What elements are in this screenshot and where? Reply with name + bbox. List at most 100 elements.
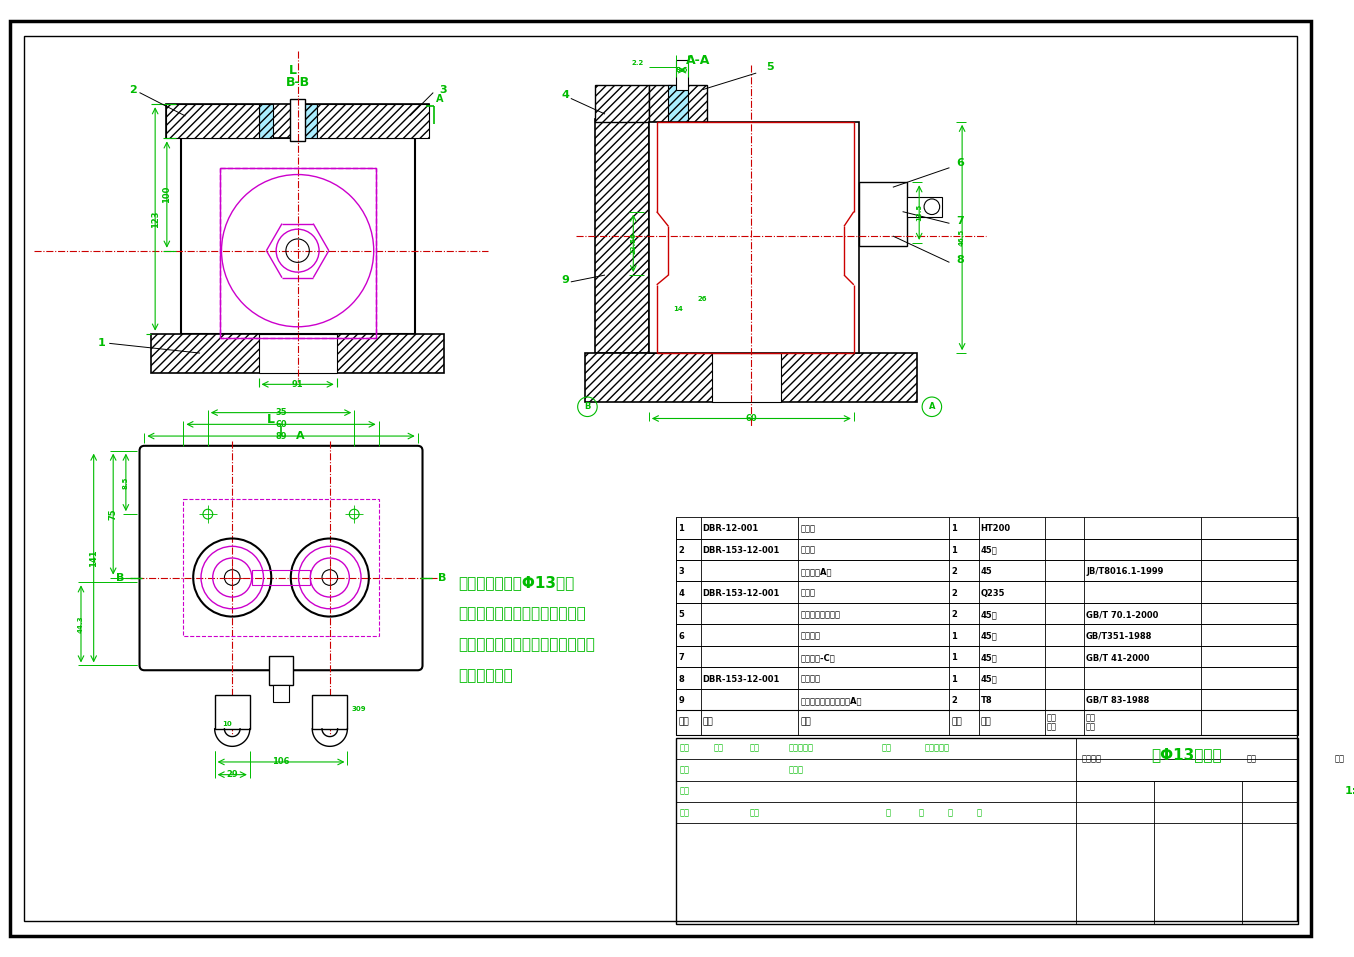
Text: 141: 141 — [89, 549, 99, 567]
Bar — [676, 667, 1297, 689]
Text: 开口坠圈: 开口坠圈 — [800, 632, 821, 640]
Text: L: L — [267, 413, 275, 426]
Text: 45钓: 45钓 — [980, 675, 998, 683]
Text: 7: 7 — [678, 653, 684, 662]
Text: B: B — [116, 572, 125, 583]
Bar — [167, 104, 259, 139]
Text: 7: 7 — [956, 216, 964, 227]
Text: 106: 106 — [272, 757, 290, 767]
Bar — [676, 624, 1297, 646]
Text: 签名: 签名 — [881, 744, 891, 753]
Text: 利用螺母夹紧: 利用螺母夹紧 — [459, 669, 513, 683]
Text: 固定钓: 固定钓 — [800, 589, 815, 598]
Text: GB/T 70.1-2000: GB/T 70.1-2000 — [1086, 611, 1159, 619]
Bar — [152, 334, 444, 372]
Text: 75: 75 — [108, 508, 118, 520]
Bar — [167, 104, 429, 139]
Bar — [274, 685, 288, 702]
Text: A: A — [929, 402, 936, 412]
Text: 标记: 标记 — [680, 744, 689, 753]
Text: DBR-153-12-001: DBR-153-12-001 — [703, 545, 780, 555]
Text: 1:1: 1:1 — [1345, 787, 1354, 796]
Text: Q235: Q235 — [980, 589, 1005, 598]
Text: 8.6: 8.6 — [676, 67, 688, 73]
Text: 开槽带球面圆柱头螺钉A型: 开槽带球面圆柱头螺钉A型 — [800, 696, 861, 705]
Bar — [676, 517, 1297, 539]
Text: 张: 张 — [976, 809, 982, 817]
Text: 9: 9 — [678, 696, 684, 705]
Bar — [219, 167, 375, 339]
Text: 夹具体: 夹具体 — [800, 524, 815, 533]
Text: 45钓: 45钓 — [980, 632, 998, 640]
Text: 1: 1 — [952, 524, 957, 533]
Text: 9: 9 — [561, 275, 569, 285]
Text: 处理: 处理 — [714, 744, 723, 753]
Text: 1: 1 — [952, 545, 957, 555]
Bar — [676, 603, 1297, 624]
Text: 6: 6 — [678, 632, 684, 640]
Bar — [649, 85, 707, 122]
Text: 第: 第 — [948, 809, 952, 817]
Bar — [676, 689, 1297, 710]
Text: 46.5: 46.5 — [959, 229, 965, 246]
Text: 年、月、日: 年、月、日 — [925, 744, 951, 753]
Text: 44.3: 44.3 — [79, 615, 84, 633]
Text: 2: 2 — [952, 589, 957, 598]
Bar — [676, 60, 688, 90]
Text: 1: 1 — [97, 339, 106, 348]
Text: 张: 张 — [918, 809, 923, 817]
Text: GB/T351-1988: GB/T351-1988 — [1086, 632, 1152, 640]
Text: 4: 4 — [561, 90, 569, 100]
Bar — [302, 104, 317, 139]
Text: 本夹具用于加工Φ13孔。: 本夹具用于加工Φ13孔。 — [459, 575, 575, 590]
Text: 1: 1 — [952, 675, 957, 683]
Bar — [252, 569, 310, 586]
Text: L: L — [288, 63, 297, 77]
Text: 刚性心轴: 刚性心轴 — [800, 675, 821, 683]
Text: GB/T 83-1988: GB/T 83-1988 — [1086, 696, 1150, 705]
Bar — [712, 353, 781, 402]
Text: 单件: 单件 — [1047, 714, 1057, 723]
Text: 更改文件号: 更改文件号 — [788, 744, 814, 753]
FancyBboxPatch shape — [139, 446, 422, 670]
Text: 名称: 名称 — [800, 718, 811, 726]
Bar — [290, 100, 306, 142]
Text: 6: 6 — [956, 158, 964, 167]
Text: 29: 29 — [226, 770, 238, 779]
Text: 标准化: 标准化 — [788, 766, 803, 774]
Bar — [317, 104, 429, 139]
Text: 309: 309 — [351, 706, 366, 712]
Text: 图样标记: 图样标记 — [1080, 754, 1101, 764]
Text: 22.56: 22.56 — [630, 233, 636, 255]
Text: B: B — [437, 572, 447, 583]
Text: 45钓: 45钓 — [980, 611, 998, 619]
Text: 1: 1 — [952, 653, 957, 662]
Bar — [907, 197, 941, 216]
Text: 重量: 重量 — [1247, 754, 1257, 764]
Bar — [676, 582, 1297, 603]
Text: 2.2: 2.2 — [632, 60, 645, 66]
Text: HT200: HT200 — [980, 524, 1011, 533]
Bar — [259, 104, 274, 139]
Text: 45钓: 45钓 — [980, 545, 998, 555]
Text: 2: 2 — [952, 568, 957, 576]
Text: 45: 45 — [980, 568, 992, 576]
Bar — [649, 122, 858, 353]
Text: 1: 1 — [678, 524, 684, 533]
Bar — [183, 500, 379, 636]
Text: 工件以两面和销实现六面定位，: 工件以两面和销实现六面定位， — [459, 606, 586, 621]
Text: 代号: 代号 — [703, 718, 714, 726]
Text: 10: 10 — [222, 721, 233, 727]
Text: 分区: 分区 — [749, 744, 760, 753]
Bar — [180, 139, 414, 334]
Text: 1: 1 — [952, 632, 957, 640]
Text: 设计: 设计 — [680, 766, 689, 774]
Text: 工序基准和设计基准重合是底面，: 工序基准和设计基准重合是底面， — [459, 637, 596, 653]
Text: 100: 100 — [162, 186, 172, 203]
Text: 重量: 重量 — [1047, 723, 1057, 731]
Text: 14: 14 — [673, 306, 684, 312]
Text: 审核: 审核 — [680, 787, 689, 795]
Bar — [259, 334, 337, 372]
Text: 工艺: 工艺 — [680, 809, 689, 817]
Text: 内六角圆柱头螺钉: 内六角圆柱头螺钉 — [800, 611, 839, 619]
